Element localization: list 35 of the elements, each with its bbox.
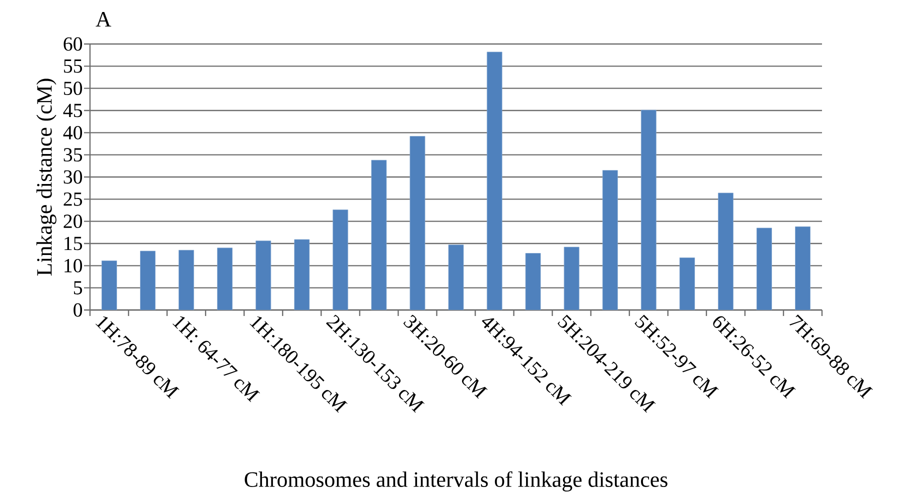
y-tick-label: 50 <box>64 82 82 96</box>
bar <box>718 192 734 310</box>
y-tick-label: 0 <box>74 303 82 317</box>
bar <box>679 257 695 310</box>
bar <box>564 246 580 310</box>
y-tick-label: 30 <box>64 170 82 184</box>
bar <box>410 136 426 310</box>
x-axis-title: Chromosomes and intervals of linkage distances <box>244 471 668 492</box>
y-tick-label: 60 <box>64 37 82 51</box>
bar <box>602 170 618 310</box>
bar <box>217 248 233 310</box>
bar <box>102 260 117 310</box>
chart-title: A <box>96 12 112 26</box>
bar <box>756 228 772 310</box>
bar <box>640 110 656 310</box>
y-axis-title: Linkage distance (cM) <box>36 78 56 276</box>
y-tick-label: 40 <box>63 126 82 140</box>
bar <box>178 250 194 310</box>
bar <box>525 253 541 310</box>
y-tick-label: 20 <box>64 214 82 228</box>
y-tick-label: 15 <box>64 236 82 250</box>
bar <box>256 240 272 310</box>
y-tick-label: 35 <box>64 148 82 162</box>
bar <box>448 244 464 310</box>
bar <box>795 226 810 310</box>
bar <box>294 239 310 310</box>
bar <box>486 52 502 310</box>
y-tick-label: 10 <box>64 258 82 272</box>
y-tick-label: 45 <box>63 104 82 118</box>
bar <box>371 160 387 310</box>
y-tick-label: 55 <box>64 60 82 73</box>
y-tick-label: 25 <box>64 192 82 206</box>
y-tick-label: 5 <box>74 281 82 294</box>
bar <box>332 210 348 310</box>
bar <box>140 250 156 310</box>
